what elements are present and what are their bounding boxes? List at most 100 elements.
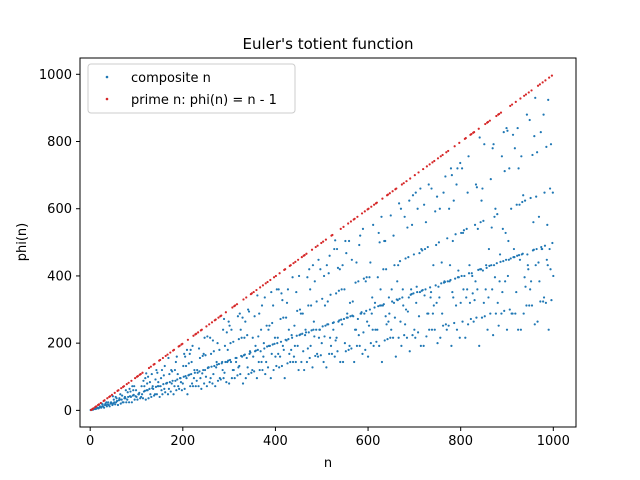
composite-point [450,174,453,177]
composite-point [534,264,537,267]
composite-point [322,360,325,364]
composite-point [480,199,483,202]
prime-point [166,353,169,356]
composite-point [275,364,278,368]
composite-point [452,296,455,299]
composite-point [493,215,496,218]
composite-point [329,293,332,296]
composite-point [296,309,299,312]
composite-point [297,368,300,372]
composite-point [198,370,201,373]
composite-point [378,241,381,244]
composite-point [505,328,509,331]
composite-point [228,382,231,385]
composite-point [204,354,207,357]
composite-point [449,167,453,170]
prime-point [269,278,272,282]
composite-point [473,299,476,302]
composite-point [344,350,347,353]
composite-point [454,233,457,236]
composite-point [155,393,158,396]
composite-point [332,328,335,331]
composite-point [196,371,199,374]
composite-point [222,328,225,331]
composite-point [459,301,462,304]
composite-point [217,362,221,366]
composite-point [391,300,394,303]
prime-point [495,114,498,118]
composite-point [334,339,337,342]
composite-point [311,264,315,267]
composite-point [434,210,437,213]
composite-point [468,301,472,304]
composite-point [507,258,510,261]
composite-point [379,304,383,307]
composite-point [285,301,289,304]
composite-point [317,258,320,261]
composite-point [549,143,553,146]
composite-point [460,167,464,170]
composite-point [291,336,294,339]
composite-point [485,264,488,267]
composite-point [119,393,122,396]
composite-point [458,336,461,339]
composite-point [474,280,477,283]
composite-point [243,353,246,356]
composite-point [542,296,546,299]
y-tick-label: 0 [64,404,72,419]
composite-point [351,300,354,303]
prime-point [106,397,109,400]
composite-point [127,395,130,399]
composite-point [489,312,492,315]
prime-point [197,331,200,334]
composite-point [392,234,395,237]
composite-point [253,370,256,373]
plot-area [80,58,576,427]
composite-point [323,304,327,307]
composite-point [348,301,352,304]
composite-point [506,129,509,132]
composite-point [309,288,312,291]
composite-point [182,375,185,378]
composite-point [327,272,330,275]
composite-point [136,398,139,401]
composite-point [483,315,486,318]
composite-point [273,342,276,345]
composite-point [309,344,312,347]
composite-point [397,264,400,267]
composite-point [319,268,322,271]
composite-point [494,312,497,315]
composite-point [252,355,255,358]
composite-point [430,328,434,331]
composite-point [285,339,288,342]
prime-point [220,314,223,317]
prime-point [172,348,176,351]
prime-point [538,83,541,86]
composite-point [538,280,541,283]
composite-point [480,316,484,319]
composite-point [280,292,283,295]
composite-point [545,258,548,261]
composite-point [186,393,189,396]
composite-point [122,401,125,404]
composite-point [125,401,128,404]
composite-point [525,113,529,116]
composite-point [163,387,166,390]
composite-point [486,328,489,331]
composite-point [190,382,194,385]
prime-point [445,151,448,154]
composite-point [205,385,208,388]
composite-point [308,356,311,360]
composite-point [484,288,487,291]
prime-point [356,215,359,218]
composite-point [184,374,187,378]
composite-point [446,237,449,240]
composite-point [518,203,521,206]
composite-point [492,333,495,337]
composite-point [551,241,554,245]
composite-point [308,268,311,271]
composite-point [222,317,226,321]
prime-point [97,403,101,406]
composite-point [398,297,401,300]
prime-point [509,104,512,107]
